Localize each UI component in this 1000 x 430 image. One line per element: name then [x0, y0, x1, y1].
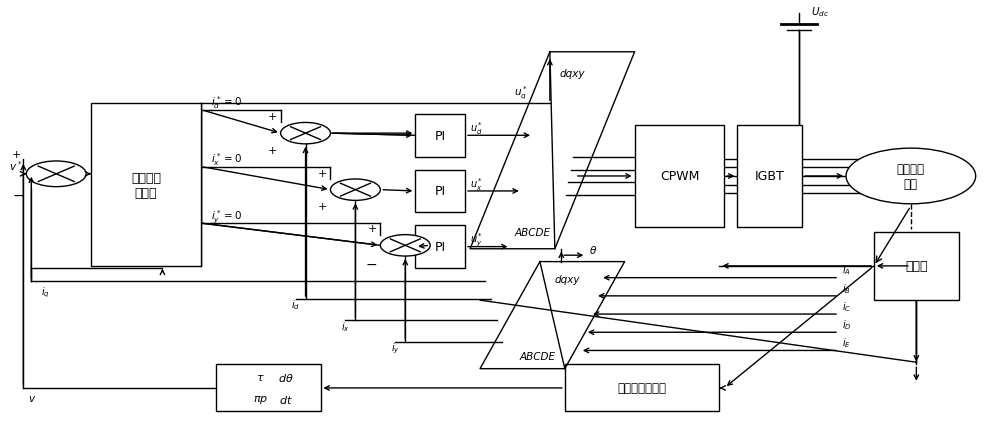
Bar [737, 125, 802, 228]
Text: $U_{dc}$: $U_{dc}$ [811, 5, 829, 19]
Text: $i_q$: $i_q$ [41, 285, 50, 299]
Text: $v^*$: $v^*$ [9, 159, 23, 172]
Bar [415, 115, 465, 157]
Text: $u_y^*$: $u_y^*$ [470, 231, 483, 249]
Text: PI: PI [435, 129, 446, 142]
Text: 新型滑模
控制器: 新型滑模 控制器 [131, 171, 161, 199]
Text: dqxy: dqxy [560, 69, 585, 79]
Text: dqxy: dqxy [555, 274, 580, 284]
Text: $\tau$: $\tau$ [256, 372, 265, 382]
Text: $i_x$: $i_x$ [341, 319, 350, 333]
Text: 光栅尺: 光栅尺 [905, 260, 928, 273]
Circle shape [330, 180, 380, 201]
Text: PI: PI [435, 240, 446, 254]
Text: +: + [268, 112, 278, 122]
Text: $i_D$: $i_D$ [842, 317, 852, 331]
Text: $i_E$: $i_E$ [842, 335, 851, 349]
Text: $i_y$: $i_y$ [391, 341, 400, 356]
Polygon shape [470, 52, 635, 249]
Text: $i_x^*=0$: $i_x^*=0$ [211, 151, 242, 168]
Text: $u_x^*$: $u_x^*$ [470, 175, 483, 192]
Bar [635, 125, 724, 228]
Text: $d\theta$: $d\theta$ [278, 372, 294, 383]
Text: $i_B$: $i_B$ [842, 281, 851, 295]
Text: +: + [368, 224, 377, 234]
Text: $u_q^*$: $u_q^*$ [514, 84, 528, 102]
Bar [415, 170, 465, 213]
Text: PI: PI [435, 185, 446, 198]
Text: $i_y^*=0$: $i_y^*=0$ [211, 208, 242, 225]
Text: CPWM: CPWM [660, 170, 699, 183]
Text: −: − [366, 257, 377, 271]
Text: $i_A$: $i_A$ [842, 263, 851, 276]
Text: $i_d^*=0$: $i_d^*=0$ [211, 94, 242, 111]
Text: IGBT: IGBT [755, 170, 785, 183]
Text: −: − [13, 188, 24, 202]
Text: +: + [268, 145, 278, 155]
Text: ABCDE: ABCDE [514, 227, 550, 237]
Text: $i_C$: $i_C$ [842, 299, 851, 313]
Circle shape [281, 123, 330, 144]
Text: 位置和速度检测: 位置和速度检测 [618, 381, 667, 394]
Bar [415, 226, 465, 268]
Bar [874, 232, 959, 301]
Text: ABCDE: ABCDE [519, 351, 555, 361]
Bar [565, 365, 719, 412]
Text: +: + [318, 202, 327, 212]
Text: $\theta$: $\theta$ [589, 243, 597, 255]
Text: +: + [12, 150, 21, 160]
Text: 永磁直线
电机: 永磁直线 电机 [897, 163, 925, 190]
Circle shape [846, 149, 976, 204]
Text: $dt$: $dt$ [279, 393, 293, 405]
Polygon shape [480, 262, 625, 369]
Bar [216, 365, 320, 412]
Bar [91, 104, 201, 266]
Text: $\pi p$: $\pi p$ [253, 393, 268, 405]
Text: $i_d$: $i_d$ [291, 298, 300, 312]
Text: $u_d^*$: $u_d^*$ [470, 120, 483, 137]
Circle shape [380, 235, 430, 256]
Text: +: + [318, 168, 327, 178]
Text: $v$: $v$ [28, 393, 37, 403]
Circle shape [26, 162, 86, 187]
